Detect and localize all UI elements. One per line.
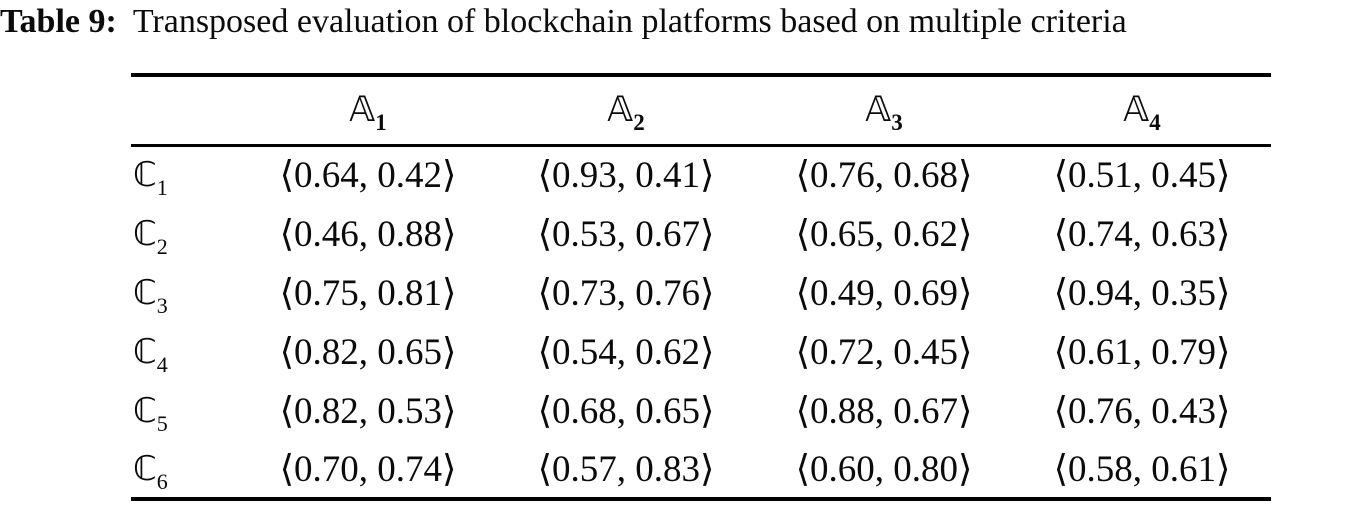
row-header-C2: ℂ2: [131, 204, 239, 263]
table-row-C2: ℂ2 ⟨0.46, 0.88⟩ ⟨0.53, 0.67⟩ ⟨0.65, 0.62…: [131, 204, 1271, 263]
column-header-A3: 𝔸3: [755, 75, 1013, 145]
value-cell: ⟨0.64, 0.42⟩: [279, 155, 457, 197]
column-header-A2: 𝔸2: [497, 75, 755, 145]
double-struck-A-symbol: 𝔸: [349, 90, 376, 131]
value-cell: ⟨0.58, 0.61⟩: [1053, 448, 1231, 490]
row-header-C3: ℂ3: [131, 263, 239, 322]
value-cell: ⟨0.72, 0.45⟩: [795, 331, 973, 373]
row-header-C4: ℂ4: [131, 322, 239, 381]
value-cell: ⟨0.75, 0.81⟩: [279, 272, 457, 314]
double-struck-C-symbol: ℂ: [133, 448, 157, 489]
double-struck-C-symbol: ℂ: [133, 213, 157, 254]
row-subscript: 4: [156, 351, 168, 377]
evaluation-table: 𝔸1 𝔸2 𝔸3 𝔸4 ℂ1 ⟨0.64, 0.42⟩ ⟨0.93, 0.41⟩…: [131, 73, 1271, 501]
table-caption: Table 9: Transposed evaluation of blockch…: [0, 2, 1127, 43]
column-header-A1: 𝔸1: [239, 75, 497, 145]
double-struck-C-symbol: ℂ: [133, 390, 157, 431]
row-header-C1: ℂ1: [131, 145, 239, 204]
table-row-C6: ℂ6 ⟨0.70, 0.74⟩ ⟨0.57, 0.83⟩ ⟨0.60, 0.80…: [131, 440, 1271, 499]
column-subscript: 1: [375, 110, 387, 136]
double-struck-A-symbol: 𝔸: [865, 90, 892, 131]
row-subscript: 5: [156, 410, 168, 436]
double-struck-C-symbol: ℂ: [133, 272, 157, 313]
value-cell: ⟨0.60, 0.80⟩: [795, 448, 973, 490]
value-cell: ⟨0.70, 0.74⟩: [279, 448, 457, 490]
value-cell: ⟨0.82, 0.53⟩: [279, 390, 457, 432]
double-struck-A-symbol: 𝔸: [607, 90, 634, 131]
table-row-C4: ℂ4 ⟨0.82, 0.65⟩ ⟨0.54, 0.62⟩ ⟨0.72, 0.45…: [131, 322, 1271, 381]
value-cell: ⟨0.74, 0.63⟩: [1053, 213, 1231, 255]
value-cell: ⟨0.73, 0.76⟩: [537, 272, 715, 314]
value-cell: ⟨0.57, 0.83⟩: [537, 448, 715, 490]
table-caption-label: Table 9:: [0, 3, 117, 40]
table-row-C3: ℂ3 ⟨0.75, 0.81⟩ ⟨0.73, 0.76⟩ ⟨0.49, 0.69…: [131, 263, 1271, 322]
value-cell: ⟨0.76, 0.43⟩: [1053, 390, 1231, 432]
column-subscript: 4: [1149, 110, 1161, 136]
value-cell: ⟨0.46, 0.88⟩: [279, 213, 457, 255]
value-cell: ⟨0.68, 0.65⟩: [537, 390, 715, 432]
column-header-A4: 𝔸4: [1013, 75, 1271, 145]
table-header-row: 𝔸1 𝔸2 𝔸3 𝔸4: [131, 75, 1271, 145]
double-struck-A-symbol: 𝔸: [1123, 90, 1150, 131]
value-cell: ⟨0.54, 0.62⟩: [537, 331, 715, 373]
row-subscript: 6: [156, 468, 168, 494]
column-subscript: 3: [891, 110, 903, 136]
value-cell: ⟨0.53, 0.67⟩: [537, 213, 715, 255]
corner-cell: [131, 75, 239, 145]
value-cell: ⟨0.76, 0.68⟩: [795, 155, 973, 197]
row-subscript: 3: [156, 292, 168, 318]
value-cell: ⟨0.88, 0.67⟩: [795, 390, 973, 432]
row-header-C5: ℂ5: [131, 381, 239, 440]
table-caption-text: Transposed evaluation of blockchain plat…: [132, 3, 1127, 40]
value-cell: ⟨0.51, 0.45⟩: [1053, 155, 1231, 197]
row-subscript: 2: [156, 233, 168, 259]
double-struck-C-symbol: ℂ: [133, 331, 157, 372]
table-row-C1: ℂ1 ⟨0.64, 0.42⟩ ⟨0.93, 0.41⟩ ⟨0.76, 0.68…: [131, 145, 1271, 204]
row-header-C6: ℂ6: [131, 440, 239, 499]
value-cell: ⟨0.61, 0.79⟩: [1053, 331, 1231, 373]
column-subscript: 2: [633, 110, 645, 136]
double-struck-C-symbol: ℂ: [133, 155, 157, 196]
value-cell: ⟨0.65, 0.62⟩: [795, 213, 973, 255]
value-cell: ⟨0.94, 0.35⟩: [1053, 272, 1231, 314]
table-row-C5: ℂ5 ⟨0.82, 0.53⟩ ⟨0.68, 0.65⟩ ⟨0.88, 0.67…: [131, 381, 1271, 440]
value-cell: ⟨0.49, 0.69⟩: [795, 272, 973, 314]
value-cell: ⟨0.93, 0.41⟩: [537, 155, 715, 197]
value-cell: ⟨0.82, 0.65⟩: [279, 331, 457, 373]
row-subscript: 1: [156, 175, 168, 201]
